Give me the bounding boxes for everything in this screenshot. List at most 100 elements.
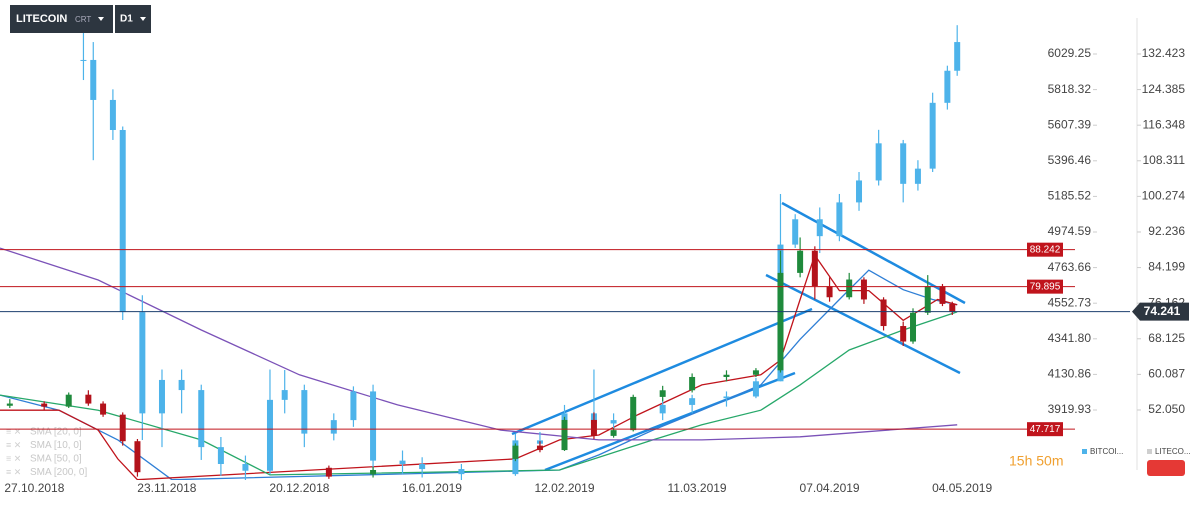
candle-body xyxy=(860,279,867,300)
indicator-icon: ≡ ✕ xyxy=(6,426,21,436)
x-tick-label: 20.12.2018 xyxy=(269,481,329,495)
candle-body xyxy=(954,42,961,71)
candle-body xyxy=(158,379,165,414)
candle-body xyxy=(134,441,141,473)
level-label: 88.242 xyxy=(1030,244,1061,255)
candle-body xyxy=(109,99,116,130)
timeframe-selector[interactable] xyxy=(115,5,151,33)
level-badge xyxy=(1027,279,1063,294)
y-tick-label: 124.385 xyxy=(1142,82,1186,96)
candle-body xyxy=(856,180,863,203)
x-tick-label: 12.02.2019 xyxy=(534,481,594,495)
candle-body xyxy=(929,102,936,169)
candle-body xyxy=(752,381,759,397)
candle-body xyxy=(914,168,921,184)
candle-body xyxy=(512,445,519,459)
y-tick-label: 100.274 xyxy=(1142,189,1186,203)
candle-body xyxy=(281,390,288,400)
candle-body xyxy=(752,370,759,375)
y-tick-label: 84.199 xyxy=(1148,260,1185,274)
candle-body xyxy=(875,143,882,181)
dropdown-arrow xyxy=(98,17,104,21)
x-tick-label: 11.03.2019 xyxy=(667,481,726,495)
candle-body xyxy=(561,419,568,451)
candle-body xyxy=(41,403,48,407)
y2-tick-label: 3919.93 xyxy=(1048,402,1092,416)
x-tick-label: 07.04.2019 xyxy=(800,481,860,495)
indicator-legend: SMA [10, 0] xyxy=(30,440,82,451)
candle-body xyxy=(85,394,92,404)
y-tick-label: 60.087 xyxy=(1148,367,1185,381)
y2-tick-label: 5607.39 xyxy=(1048,117,1092,131)
candle-body xyxy=(198,390,205,448)
candle-body xyxy=(119,414,126,442)
y2-tick-label: 4763.66 xyxy=(1048,260,1092,274)
candle-body xyxy=(900,326,907,342)
candle-body xyxy=(610,430,617,436)
candle-body xyxy=(80,59,87,61)
header: LITECOIN CRT D1 xyxy=(10,5,151,33)
moving-average xyxy=(0,311,958,476)
y2-tick-label: 4974.59 xyxy=(1048,224,1092,238)
candle-body xyxy=(370,391,377,461)
y2-tick-label: 5396.46 xyxy=(1048,153,1092,167)
candle-body xyxy=(910,312,917,342)
candle-body xyxy=(536,445,543,451)
plot-area xyxy=(0,19,966,480)
symbol: LITECOIN xyxy=(16,13,67,25)
candle-body xyxy=(590,419,597,436)
candle-body xyxy=(301,390,308,434)
candle-body xyxy=(792,219,799,245)
candle-body xyxy=(846,279,853,298)
y-tick-label: 52.050 xyxy=(1148,402,1185,416)
candle-body xyxy=(90,59,97,100)
level-label: 79.895 xyxy=(1030,281,1061,292)
candle-body xyxy=(610,420,617,424)
x-tick-label: 27.10.2018 xyxy=(4,481,64,495)
moving-average xyxy=(0,253,958,480)
last-price-badge xyxy=(1132,302,1189,321)
y2-tick-label: 5185.52 xyxy=(1048,189,1092,203)
candle-body xyxy=(370,469,377,475)
candle-body xyxy=(419,464,426,470)
candle-body xyxy=(924,286,931,313)
candle-body xyxy=(659,404,666,414)
action-button[interactable] xyxy=(1147,460,1185,476)
candle-body xyxy=(689,376,696,391)
moving-average xyxy=(0,247,958,441)
candle-body xyxy=(350,391,357,421)
candle-body xyxy=(330,420,337,434)
y-tick-label: 116.348 xyxy=(1143,117,1186,131)
trend-line xyxy=(765,273,961,375)
candle-body xyxy=(242,464,249,471)
level-badge xyxy=(1027,242,1063,257)
candle-body xyxy=(119,129,126,313)
candle-body xyxy=(900,143,907,184)
legend-swatch xyxy=(1082,449,1087,454)
candle-body xyxy=(797,250,804,273)
candle-body xyxy=(178,379,185,391)
y2-tick-label: 6029.25 xyxy=(1048,46,1092,60)
indicator-legend: SMA [20, 0] xyxy=(30,427,82,438)
level-label: 47.717 xyxy=(1030,424,1061,435)
y-tick-label: 68.125 xyxy=(1148,331,1185,345)
y2-tick-label: 4130.86 xyxy=(1048,367,1092,381)
candle-body xyxy=(880,299,887,327)
candle-body xyxy=(458,469,465,475)
trend-line xyxy=(511,307,813,436)
x-tick-label: 23.11.2018 xyxy=(137,481,196,495)
candle-body xyxy=(100,403,107,415)
indicator-icon: ≡ ✕ xyxy=(6,467,21,477)
y-tick-label: 108.311 xyxy=(1143,153,1186,167)
candle-body xyxy=(6,403,13,406)
candle-body xyxy=(659,390,666,397)
dropdown-arrow xyxy=(140,17,146,21)
candle-body xyxy=(811,250,818,287)
candle-body xyxy=(399,460,406,464)
indicator-icon: ≡ ✕ xyxy=(6,453,21,463)
indicator-icon: ≡ ✕ xyxy=(6,440,21,450)
y-tick-label: 132.423 xyxy=(1142,46,1186,60)
symbol-selector[interactable] xyxy=(10,5,113,33)
